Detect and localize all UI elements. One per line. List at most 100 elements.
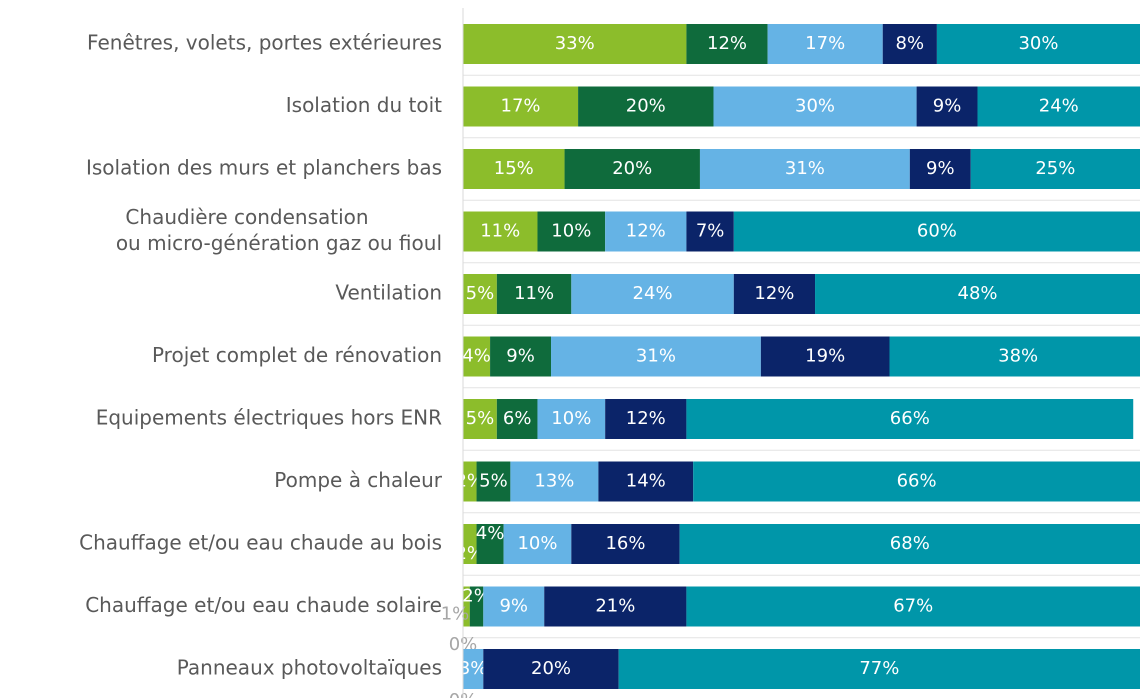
value-label: 15% (494, 158, 534, 179)
bar-segment (537, 399, 606, 439)
value-label: 16% (605, 533, 645, 554)
bar-segment (686, 586, 1140, 627)
bar-segment (544, 586, 687, 627)
value-label: 30% (1018, 33, 1058, 54)
value-label: 12% (707, 33, 747, 54)
value-label: 19% (805, 346, 845, 367)
value-label: 30% (795, 96, 835, 117)
bar-segment (496, 399, 538, 439)
bar-segment (733, 211, 1140, 252)
bar-segment (909, 149, 971, 189)
value-label: 17% (501, 96, 541, 117)
bar-segment (605, 211, 687, 252)
category-label: Panneaux photovoltaïques (177, 656, 442, 680)
value-label: 5% (479, 471, 508, 492)
bar-segment (476, 524, 504, 564)
bar-segment (463, 524, 477, 564)
bar-segment (537, 211, 606, 252)
value-label: 31% (785, 158, 825, 179)
bar-segment (463, 149, 565, 189)
bar-segment (889, 336, 1140, 377)
bar-segment (571, 524, 680, 564)
bar-segment (463, 211, 538, 252)
value-label: 14% (626, 471, 666, 492)
bar-segment (936, 24, 1140, 64)
bar-segment (463, 274, 497, 314)
value-label: 3% (459, 658, 488, 679)
value-label: 7% (696, 221, 725, 242)
category-label: Pompe à chaleur (274, 468, 443, 492)
bar-segment (760, 336, 890, 377)
value-label: 24% (1039, 96, 1079, 117)
value-label: 10% (551, 408, 591, 429)
category-label: Chauffage et/ou eau chaude solaire (85, 593, 442, 617)
bar-segment (571, 274, 734, 314)
value-label: 11% (514, 283, 554, 304)
bar-segment (693, 461, 1140, 502)
bar-segment (510, 461, 599, 502)
bar-segment (578, 86, 714, 127)
value-label: 9% (499, 596, 528, 617)
bar-segment (496, 274, 572, 314)
category-label: ou micro-génération gaz ou fioul (116, 231, 442, 255)
value-label: 20% (612, 158, 652, 179)
bar-segment (767, 24, 883, 64)
bar-segment (469, 586, 484, 627)
value-label: 12% (626, 221, 666, 242)
bar-segment (916, 86, 978, 127)
value-label: 68% (890, 533, 930, 554)
bar-segment (699, 149, 910, 189)
bar-segment (476, 461, 511, 502)
bar-segment (564, 149, 700, 189)
value-label: 77% (859, 658, 899, 679)
value-label: 5% (466, 283, 495, 304)
value-label: 1% (441, 604, 470, 625)
value-label: 11% (480, 221, 520, 242)
bar-segment (463, 86, 579, 127)
value-label: 66% (897, 471, 937, 492)
value-label: 38% (998, 346, 1038, 367)
value-label: 21% (595, 596, 635, 617)
category-label: Fenêtres, volets, portes extérieures (87, 31, 442, 55)
value-label: 4% (462, 346, 491, 367)
category-label: Isolation des murs et planchers bas (86, 156, 442, 180)
bar-segment (463, 649, 484, 689)
bar-segment (503, 524, 572, 564)
bar-segment (605, 399, 687, 439)
value-label: 17% (805, 33, 845, 54)
value-label: 31% (636, 346, 676, 367)
value-label: 20% (626, 96, 666, 117)
bar-segment (463, 399, 497, 439)
value-label: 48% (958, 283, 998, 304)
bar-segment (882, 24, 937, 64)
bar-segment (970, 149, 1140, 189)
bar-segment (483, 586, 545, 627)
value-label: 10% (517, 533, 557, 554)
value-label: 12% (626, 408, 666, 429)
value-label: 33% (555, 33, 595, 54)
bar-segment (713, 86, 917, 127)
value-label: 9% (506, 346, 535, 367)
bar-segment (551, 336, 761, 377)
category-label: Equipements électriques hors ENR (96, 406, 442, 430)
value-label: 66% (890, 408, 930, 429)
value-label: 8% (896, 33, 925, 54)
category-label: Chauffage et/ou eau chaude au bois (79, 531, 442, 555)
value-label: 9% (926, 158, 955, 179)
bar-segment (618, 649, 1140, 689)
bar-segment (463, 336, 491, 377)
bar-segment (483, 649, 619, 689)
bar-segment (733, 274, 816, 314)
bar-segment (815, 274, 1140, 314)
value-label: 20% (531, 658, 571, 679)
bar-segment (686, 24, 768, 64)
value-label: 6% (503, 408, 532, 429)
bar-segment (463, 461, 477, 502)
bar-segment (977, 86, 1140, 127)
bar-segment (463, 586, 470, 627)
value-label: 12% (754, 283, 794, 304)
bar-segment (686, 399, 1134, 439)
value-label: 9% (933, 96, 962, 117)
bar-segment (598, 461, 694, 502)
